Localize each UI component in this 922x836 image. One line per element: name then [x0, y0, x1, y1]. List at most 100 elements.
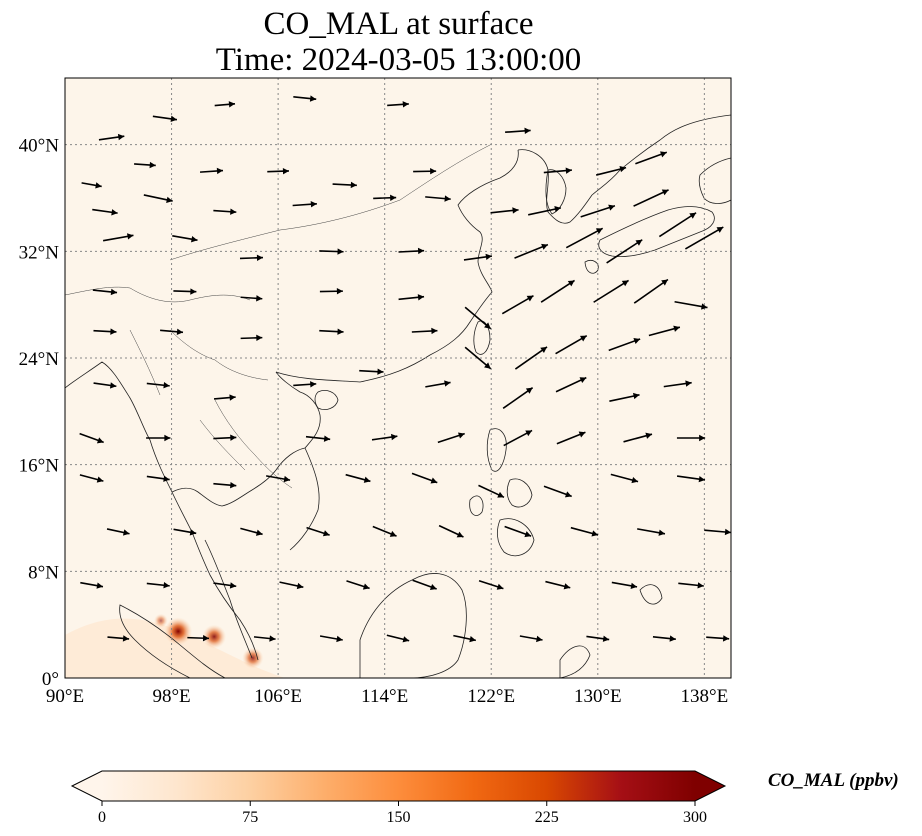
wind-arrow: [528, 205, 562, 216]
wind-arrow: [663, 380, 692, 388]
wind-arrow: [79, 474, 104, 483]
wind-arrow: [543, 167, 572, 174]
wind-arrow: [239, 254, 264, 262]
wind-arrow: [611, 581, 638, 589]
wind-arrow: [684, 226, 724, 250]
wind-arrow: [213, 582, 237, 589]
wind-arrow: [593, 279, 630, 303]
lat-tick-label: 8°N: [28, 562, 59, 583]
wind-arrow: [464, 306, 492, 330]
wind-vectors: [79, 95, 731, 643]
wind-arrow: [519, 635, 543, 643]
wind-arrow: [490, 207, 519, 214]
wind-arrow: [107, 635, 130, 642]
lon-tick-label: 106°E: [254, 686, 302, 707]
lat-tick-label: 24°N: [19, 349, 60, 370]
wind-arrow: [293, 381, 317, 388]
wind-arrow: [279, 581, 304, 590]
wind-arrow: [92, 288, 118, 296]
wind-arrow: [398, 294, 425, 301]
wind-arrow: [478, 484, 505, 499]
wind-arrow: [160, 328, 184, 336]
wind-arrow: [648, 325, 681, 337]
colorbar-tick-label: 75: [242, 809, 258, 826]
wind-arrow: [146, 582, 170, 589]
lon-tick-label: 130°E: [574, 686, 622, 707]
wind-arrow: [172, 234, 198, 243]
wind-arrow: [608, 338, 641, 352]
wind-arrow: [173, 288, 197, 295]
wind-arrow: [637, 528, 666, 536]
wind-arrow: [609, 392, 640, 402]
wind-arrow: [253, 635, 276, 642]
wind-arrow: [146, 434, 171, 442]
wind-arrow: [102, 233, 134, 242]
wind-arrow: [305, 435, 331, 442]
wind-arrow: [504, 525, 532, 538]
wind-arrow: [173, 528, 197, 536]
lat-tick-label: 32°N: [19, 242, 60, 263]
wind-arrow: [463, 253, 492, 261]
co-hotspots: [153, 613, 264, 669]
wind-arrow: [543, 485, 572, 498]
colorbar-title: CO_MAL (ppbv): [768, 770, 899, 791]
wind-arrow: [319, 328, 344, 335]
wind-arrow: [98, 133, 125, 141]
lat-tick-label: 0°: [42, 669, 59, 690]
wind-arrow: [586, 635, 610, 642]
colorbar-extend-max: [695, 771, 725, 801]
wind-arrow: [199, 167, 224, 175]
wind-arrow: [412, 579, 437, 590]
map-title: CO_MAL at surface: [263, 6, 534, 42]
co-hotspot: [164, 617, 193, 646]
wind-arrow: [565, 227, 604, 249]
wind-arrow: [134, 161, 156, 169]
wind-arrow: [187, 634, 210, 642]
wind-arrow: [595, 165, 627, 176]
wind-arrow: [501, 294, 534, 315]
colorbar-tick-label: 225: [535, 809, 559, 826]
wind-arrow: [213, 481, 237, 489]
wind-arrow: [146, 382, 170, 389]
co-hotspot: [202, 624, 227, 649]
wind-arrow: [81, 182, 102, 189]
wind-arrow: [213, 394, 236, 401]
wind-arrow: [438, 524, 464, 538]
wind-arrow: [240, 527, 263, 536]
wind-arrow: [556, 431, 586, 445]
colorbar-fill: [102, 771, 695, 801]
wind-arrow: [580, 204, 616, 218]
wind-arrow: [505, 127, 531, 135]
wind-arrow: [453, 634, 477, 643]
wind-arrow: [359, 368, 384, 375]
wind-arrow: [143, 194, 173, 203]
wind-arrow: [674, 300, 708, 310]
wind-arrow: [319, 288, 343, 295]
wind-arrow: [437, 432, 465, 444]
wind-arrow: [93, 382, 117, 389]
lat-tick-label: 16°N: [19, 456, 60, 477]
wind-arrow: [425, 195, 451, 202]
wind-arrow: [545, 580, 571, 590]
wind-arrow: [514, 243, 549, 259]
wind-arrow: [570, 526, 599, 537]
lon-tick-label: 138°E: [681, 686, 729, 707]
wind-arrow: [478, 579, 504, 590]
map-subtitle: Time: 2024-03-05 13:00:00: [215, 42, 582, 78]
lon-tick-label: 90°E: [46, 686, 84, 707]
wind-arrow: [676, 434, 706, 442]
wind-arrow: [633, 189, 669, 207]
lat-tick-label: 40°N: [19, 136, 60, 157]
latitude-ticks: 0° 8°N 16°N 24°N 32°N 40°N: [19, 136, 60, 690]
wind-arrow: [346, 580, 370, 590]
wind-arrow: [213, 208, 237, 215]
colorbar: 0 75 150 225 300: [70, 770, 727, 826]
borders: [65, 144, 491, 489]
wind-arrow: [398, 247, 425, 255]
lon-tick-label: 122°E: [467, 686, 515, 707]
graticule: [65, 78, 731, 678]
wind-arrow: [92, 208, 118, 216]
colorbar-extend-min: [72, 771, 102, 801]
wind-arrow: [146, 475, 170, 482]
